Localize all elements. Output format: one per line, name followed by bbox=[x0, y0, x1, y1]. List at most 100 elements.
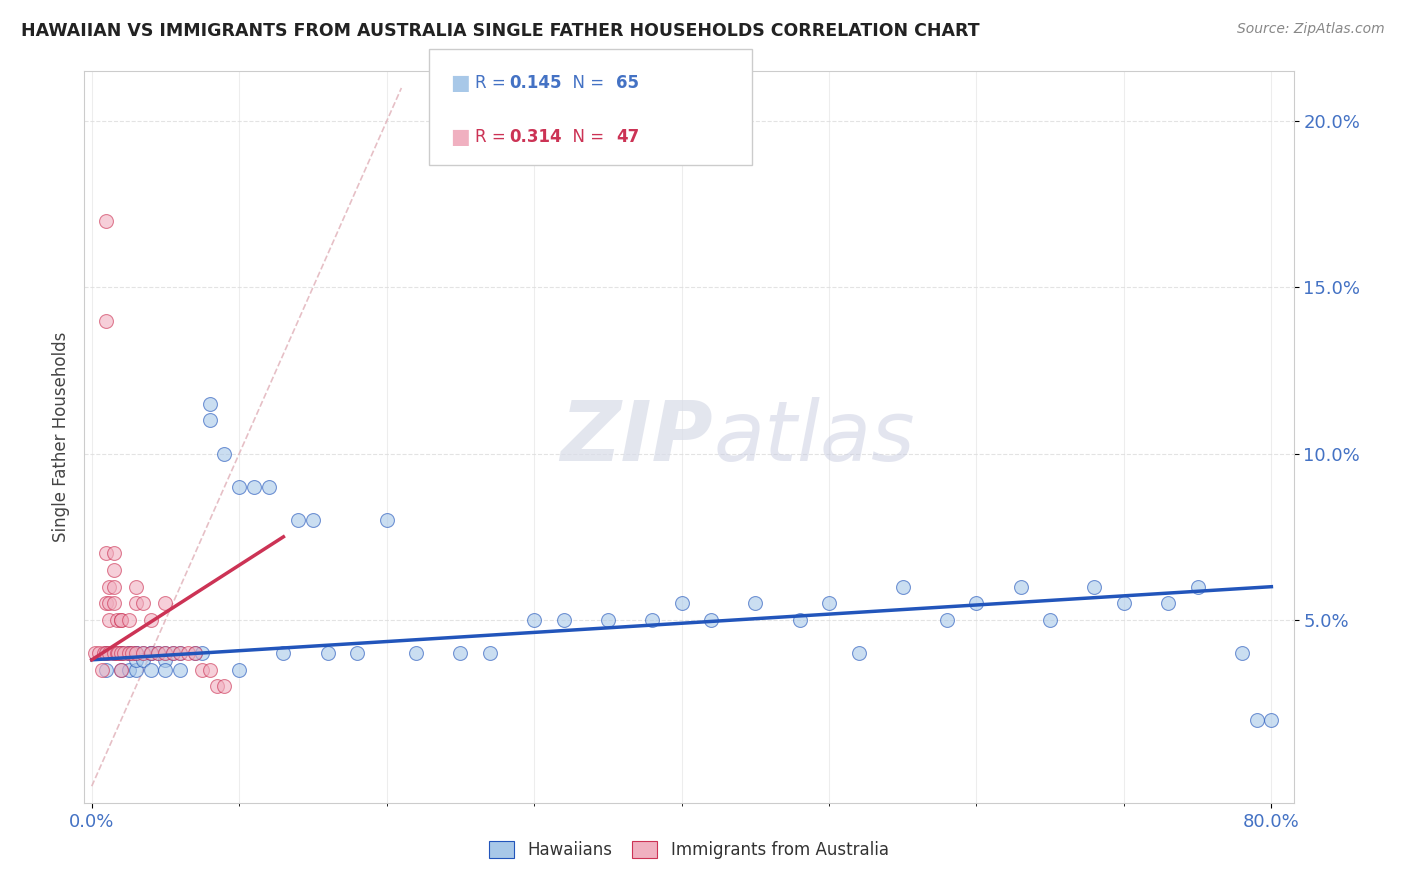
Point bbox=[91, 663, 114, 677]
Point bbox=[449, 646, 471, 660]
Text: N =: N = bbox=[562, 128, 610, 146]
Legend: Hawaiians, Immigrants from Australia: Hawaiians, Immigrants from Australia bbox=[481, 833, 897, 868]
Point bbox=[110, 646, 132, 660]
Point bbox=[139, 646, 162, 660]
Text: ■: ■ bbox=[450, 127, 470, 147]
Point bbox=[155, 653, 177, 667]
Point bbox=[98, 613, 121, 627]
Point bbox=[117, 646, 139, 660]
Point bbox=[103, 580, 125, 594]
Point bbox=[478, 646, 501, 660]
Point bbox=[103, 646, 125, 660]
Point bbox=[96, 646, 118, 660]
Point bbox=[139, 646, 162, 660]
Point bbox=[1010, 580, 1032, 594]
Point bbox=[125, 663, 148, 677]
Point bbox=[125, 646, 148, 660]
Point bbox=[205, 680, 228, 694]
Point bbox=[257, 480, 280, 494]
Point bbox=[287, 513, 309, 527]
Point bbox=[83, 646, 105, 660]
Point bbox=[155, 596, 177, 610]
Text: 65: 65 bbox=[616, 75, 638, 93]
Point bbox=[125, 653, 148, 667]
Point bbox=[191, 663, 214, 677]
Point bbox=[98, 596, 121, 610]
Point bbox=[1039, 613, 1062, 627]
Text: 47: 47 bbox=[616, 128, 640, 146]
Point bbox=[96, 214, 118, 228]
Point bbox=[112, 646, 135, 660]
Point bbox=[184, 646, 207, 660]
Point bbox=[110, 663, 132, 677]
Point bbox=[155, 663, 177, 677]
Point bbox=[155, 646, 177, 660]
Point bbox=[139, 646, 162, 660]
Text: N =: N = bbox=[562, 75, 610, 93]
Point bbox=[184, 646, 207, 660]
Y-axis label: Single Father Households: Single Father Households bbox=[52, 332, 70, 542]
Text: HAWAIIAN VS IMMIGRANTS FROM AUSTRALIA SINGLE FATHER HOUSEHOLDS CORRELATION CHART: HAWAIIAN VS IMMIGRANTS FROM AUSTRALIA SI… bbox=[21, 22, 980, 40]
Point bbox=[641, 613, 664, 627]
Point bbox=[316, 646, 339, 660]
Point bbox=[169, 646, 191, 660]
Point bbox=[132, 646, 155, 660]
Point bbox=[700, 613, 723, 627]
Point bbox=[98, 646, 121, 660]
Point bbox=[96, 596, 118, 610]
Point bbox=[671, 596, 693, 610]
Point bbox=[117, 613, 139, 627]
Point bbox=[891, 580, 914, 594]
Point bbox=[1083, 580, 1105, 594]
Point bbox=[125, 646, 148, 660]
Point bbox=[132, 653, 155, 667]
Point bbox=[117, 646, 139, 660]
Point bbox=[198, 397, 221, 411]
Point bbox=[103, 546, 125, 560]
Text: ZIP: ZIP bbox=[561, 397, 713, 477]
Point bbox=[117, 646, 139, 660]
Point bbox=[1230, 646, 1253, 660]
Point bbox=[96, 663, 118, 677]
Point bbox=[87, 646, 110, 660]
Point bbox=[93, 646, 115, 660]
Point bbox=[818, 596, 841, 610]
Point bbox=[243, 480, 266, 494]
Point bbox=[198, 663, 221, 677]
Point bbox=[105, 613, 128, 627]
Point bbox=[1157, 596, 1180, 610]
Point bbox=[302, 513, 325, 527]
Point bbox=[346, 646, 368, 660]
Point bbox=[155, 646, 177, 660]
Point bbox=[176, 646, 198, 660]
Point bbox=[936, 613, 959, 627]
Text: Source: ZipAtlas.com: Source: ZipAtlas.com bbox=[1237, 22, 1385, 37]
Point bbox=[405, 646, 427, 660]
Point bbox=[596, 613, 619, 627]
Point bbox=[214, 680, 236, 694]
Point bbox=[198, 413, 221, 427]
Point bbox=[162, 646, 184, 660]
Point bbox=[132, 596, 155, 610]
Point bbox=[169, 663, 191, 677]
Point bbox=[110, 613, 132, 627]
Point bbox=[1187, 580, 1209, 594]
Point bbox=[1112, 596, 1135, 610]
Point bbox=[789, 613, 811, 627]
Point bbox=[169, 646, 191, 660]
Point bbox=[125, 646, 148, 660]
Point bbox=[105, 646, 128, 660]
Point bbox=[162, 646, 184, 660]
Point bbox=[110, 646, 132, 660]
Point bbox=[966, 596, 988, 610]
Point bbox=[146, 646, 169, 660]
Point bbox=[103, 646, 125, 660]
Point bbox=[228, 480, 250, 494]
Point bbox=[96, 646, 118, 660]
Point bbox=[132, 646, 155, 660]
Text: ■: ■ bbox=[450, 73, 470, 94]
Point bbox=[107, 646, 129, 660]
Point bbox=[110, 613, 132, 627]
Point bbox=[121, 646, 143, 660]
Point bbox=[744, 596, 766, 610]
